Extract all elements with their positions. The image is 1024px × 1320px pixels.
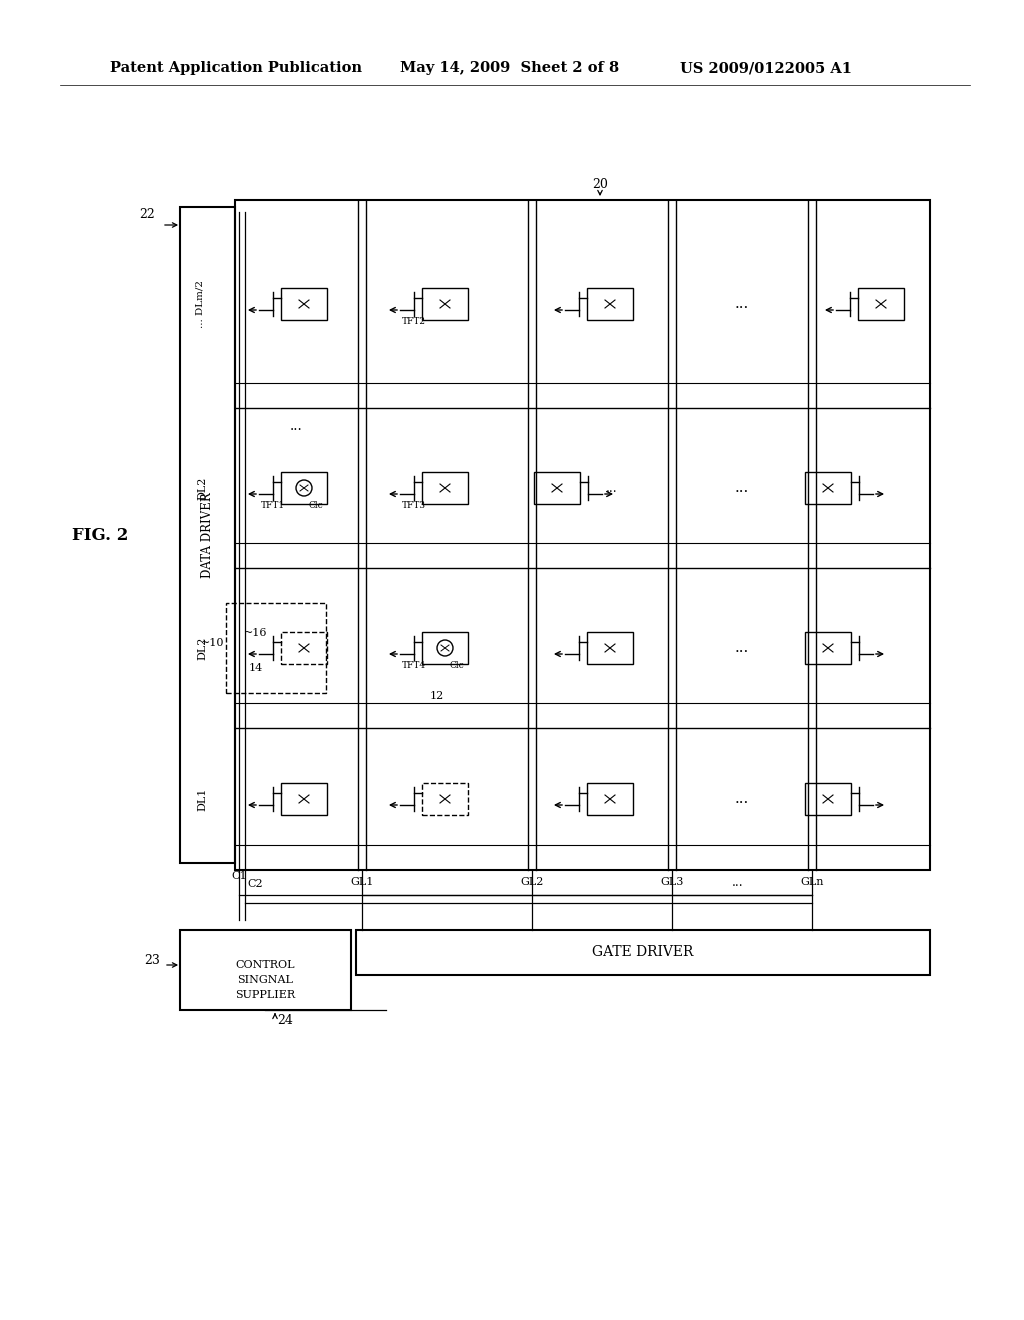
Text: DL2: DL2 (197, 477, 207, 500)
Bar (281, 632, 327, 664)
Bar (422, 473, 468, 504)
Text: SINGNAL: SINGNAL (238, 975, 294, 985)
Bar (587, 288, 633, 319)
Text: Clc: Clc (308, 502, 324, 511)
Text: FIG. 2: FIG. 2 (72, 527, 128, 544)
Bar (281, 783, 327, 814)
Text: ~10: ~10 (201, 638, 224, 648)
Bar (422, 632, 468, 664)
Text: TFT1: TFT1 (261, 502, 285, 511)
Text: C2: C2 (247, 879, 262, 888)
Text: ...: ... (735, 642, 750, 655)
Bar (422, 783, 468, 814)
Text: May 14, 2009  Sheet 2 of 8: May 14, 2009 Sheet 2 of 8 (400, 61, 620, 75)
Bar (180, 207, 234, 863)
Text: ...: ... (606, 482, 617, 495)
Text: 23: 23 (144, 953, 160, 966)
Bar (356, 931, 930, 975)
Text: SUPPLIER: SUPPLIER (236, 990, 296, 1001)
Text: 24: 24 (278, 1014, 293, 1027)
Bar (281, 473, 327, 504)
Text: GLn: GLn (800, 876, 823, 887)
Text: GATE DRIVER: GATE DRIVER (592, 945, 693, 960)
Bar (534, 473, 580, 504)
Text: 14: 14 (249, 663, 263, 673)
Text: C1: C1 (231, 871, 247, 880)
Text: CONTROL: CONTROL (236, 960, 295, 970)
Text: 20: 20 (592, 178, 608, 191)
Text: ... DLm/2: ... DLm/2 (196, 280, 205, 327)
Bar (422, 288, 468, 319)
Text: ...: ... (735, 792, 750, 807)
Text: TFT2: TFT2 (402, 318, 426, 326)
Bar (858, 288, 904, 319)
Text: Clc: Clc (450, 661, 464, 671)
Text: 22: 22 (139, 209, 155, 222)
Text: DL2: DL2 (197, 636, 207, 660)
Text: 12: 12 (430, 690, 444, 701)
Text: TFT3: TFT3 (402, 502, 426, 511)
Bar (805, 473, 851, 504)
Text: Patent Application Publication: Patent Application Publication (110, 61, 362, 75)
Text: ...: ... (290, 418, 302, 433)
Bar (587, 783, 633, 814)
Text: ...: ... (735, 297, 750, 312)
Text: GL1: GL1 (350, 876, 374, 887)
Bar (281, 288, 327, 319)
Text: GL3: GL3 (660, 876, 684, 887)
Text: ...: ... (732, 875, 743, 888)
Text: ~16: ~16 (245, 628, 267, 638)
Text: DATA DRIVER: DATA DRIVER (201, 492, 214, 578)
Bar (805, 783, 851, 814)
Bar (587, 632, 633, 664)
Text: TFT4: TFT4 (402, 661, 426, 671)
Bar (180, 931, 351, 1010)
Text: US 2009/0122005 A1: US 2009/0122005 A1 (680, 61, 852, 75)
Bar (234, 201, 930, 870)
Bar (226, 603, 326, 693)
Text: GL2: GL2 (520, 876, 544, 887)
Text: DL1: DL1 (197, 787, 207, 810)
Text: ...: ... (735, 480, 750, 495)
Bar (805, 632, 851, 664)
